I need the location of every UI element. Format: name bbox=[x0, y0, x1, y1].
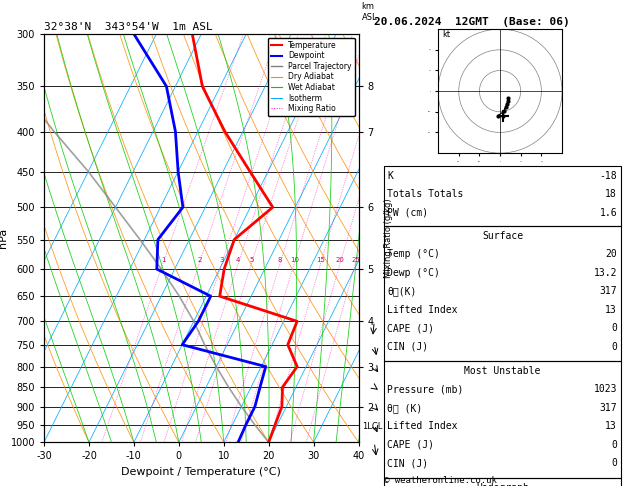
Text: -18: -18 bbox=[599, 171, 617, 181]
Text: 8: 8 bbox=[278, 258, 282, 263]
Text: 32°38'N  343°54'W  1m ASL: 32°38'N 343°54'W 1m ASL bbox=[44, 22, 213, 32]
Text: Most Unstable: Most Unstable bbox=[464, 366, 541, 376]
Text: 10: 10 bbox=[290, 258, 299, 263]
Text: 20: 20 bbox=[336, 258, 345, 263]
Text: θᴄ (K): θᴄ (K) bbox=[387, 403, 423, 413]
Text: Totals Totals: Totals Totals bbox=[387, 189, 464, 199]
Text: 1LCL: 1LCL bbox=[362, 422, 382, 431]
Text: Lifted Index: Lifted Index bbox=[387, 421, 458, 432]
Text: 0: 0 bbox=[611, 458, 617, 469]
Text: © weatheronline.co.uk: © weatheronline.co.uk bbox=[384, 476, 496, 486]
Text: 1.6: 1.6 bbox=[599, 208, 617, 218]
Text: Surface: Surface bbox=[482, 231, 523, 241]
Text: 317: 317 bbox=[599, 286, 617, 296]
Text: Temp (°C): Temp (°C) bbox=[387, 249, 440, 260]
Text: CIN (J): CIN (J) bbox=[387, 458, 428, 469]
Text: 20.06.2024  12GMT  (Base: 06): 20.06.2024 12GMT (Base: 06) bbox=[374, 17, 570, 27]
Y-axis label: hPa: hPa bbox=[0, 228, 8, 248]
Text: km
ASL: km ASL bbox=[362, 2, 377, 22]
Text: 0: 0 bbox=[611, 323, 617, 333]
Text: 20: 20 bbox=[605, 249, 617, 260]
Text: 1: 1 bbox=[161, 258, 165, 263]
Text: 13.2: 13.2 bbox=[594, 268, 617, 278]
Text: 0: 0 bbox=[611, 440, 617, 450]
X-axis label: Dewpoint / Temperature (°C): Dewpoint / Temperature (°C) bbox=[121, 467, 281, 477]
Text: 3: 3 bbox=[220, 258, 224, 263]
Text: 0: 0 bbox=[611, 342, 617, 352]
Text: CIN (J): CIN (J) bbox=[387, 342, 428, 352]
Text: 5: 5 bbox=[249, 258, 253, 263]
Text: 1023: 1023 bbox=[594, 384, 617, 395]
Text: CAPE (J): CAPE (J) bbox=[387, 440, 435, 450]
Text: 2: 2 bbox=[197, 258, 201, 263]
Text: Lifted Index: Lifted Index bbox=[387, 305, 458, 315]
Text: PW (cm): PW (cm) bbox=[387, 208, 428, 218]
Text: 25: 25 bbox=[351, 258, 360, 263]
Text: Dewp (°C): Dewp (°C) bbox=[387, 268, 440, 278]
Text: 4: 4 bbox=[236, 258, 240, 263]
Text: kt: kt bbox=[442, 31, 450, 39]
Legend: Temperature, Dewpoint, Parcel Trajectory, Dry Adiabat, Wet Adiabat, Isotherm, Mi: Temperature, Dewpoint, Parcel Trajectory… bbox=[267, 38, 355, 116]
Text: Mixing Ratio (g/kg): Mixing Ratio (g/kg) bbox=[384, 198, 392, 278]
Text: θᴀ(K): θᴀ(K) bbox=[387, 286, 417, 296]
Text: CAPE (J): CAPE (J) bbox=[387, 323, 435, 333]
Text: Pressure (mb): Pressure (mb) bbox=[387, 384, 464, 395]
Text: 13: 13 bbox=[605, 305, 617, 315]
Text: 18: 18 bbox=[605, 189, 617, 199]
Text: 317: 317 bbox=[599, 403, 617, 413]
Text: Hodograph: Hodograph bbox=[476, 483, 529, 486]
Text: 13: 13 bbox=[605, 421, 617, 432]
Text: 15: 15 bbox=[316, 258, 325, 263]
Text: K: K bbox=[387, 171, 393, 181]
